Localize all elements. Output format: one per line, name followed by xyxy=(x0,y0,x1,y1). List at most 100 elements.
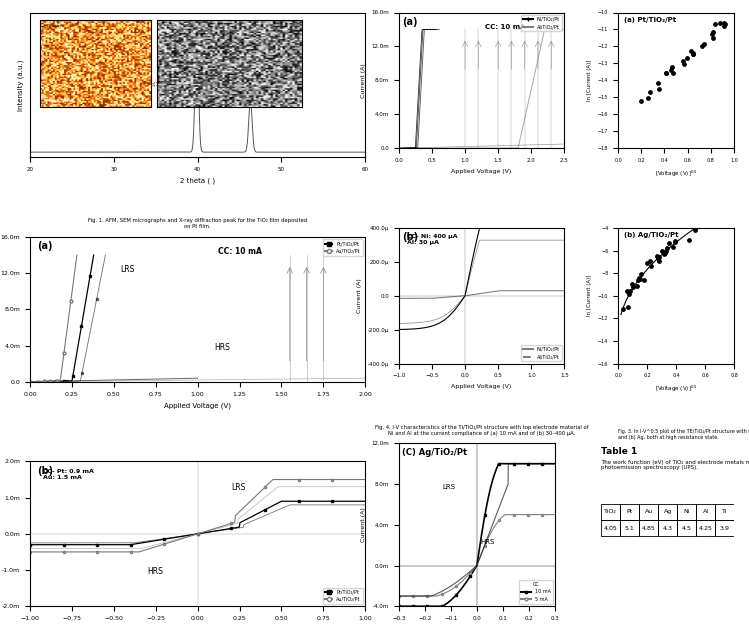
Text: Fig. 3. ln I-V^0.5 plot of the TE/TiO₂/Pt structure with top electrode material : Fig. 3. ln I-V^0.5 plot of the TE/TiO₂/P… xyxy=(618,429,749,439)
Text: (a) Pt/TiO₂/Pt: (a) Pt/TiO₂/Pt xyxy=(624,17,676,22)
Text: LRS: LRS xyxy=(231,483,246,492)
Text: 3.9: 3.9 xyxy=(720,526,730,531)
Legend: Ni/TiO₂/Pt, Al/TiO₂/Pt: Ni/TiO₂/Pt, Al/TiO₂/Pt xyxy=(521,15,562,31)
Legend: Ni/TiO₂/Pt, Al/TiO₂/Pt: Ni/TiO₂/Pt, Al/TiO₂/Pt xyxy=(521,345,562,361)
Text: CC: 10 mA: CC: 10 mA xyxy=(485,24,526,30)
Point xyxy=(638,276,650,286)
Text: HRS: HRS xyxy=(480,539,494,546)
Text: 4.85: 4.85 xyxy=(642,526,655,531)
Y-axis label: ln [Current (A)]: ln [Current (A)] xyxy=(587,275,592,316)
Point xyxy=(652,251,664,261)
Y-axis label: Intensity (a.u.): Intensity (a.u.) xyxy=(18,59,25,111)
Point xyxy=(677,56,689,66)
Text: Pt(111): Pt(111) xyxy=(148,38,195,88)
Point xyxy=(634,274,646,284)
Point xyxy=(669,236,681,246)
Point xyxy=(661,243,673,253)
Legend: 10 mA, 5 mA: 10 mA, 5 mA xyxy=(519,580,553,604)
X-axis label: [Voltage (V)]$^{0.5}$: [Voltage (V)]$^{0.5}$ xyxy=(655,384,697,394)
Point xyxy=(719,19,731,29)
Point xyxy=(678,59,690,69)
Point xyxy=(626,279,638,289)
Text: Ag: Ag xyxy=(664,509,672,514)
Text: 4.05: 4.05 xyxy=(604,526,618,531)
Point xyxy=(653,252,665,262)
Point xyxy=(652,78,664,88)
Point xyxy=(683,234,695,244)
Point xyxy=(624,286,636,296)
Point xyxy=(621,286,633,296)
Text: Ti: Ti xyxy=(722,509,727,514)
Point xyxy=(689,224,701,234)
Point xyxy=(667,242,679,252)
Text: (b): (b) xyxy=(402,232,418,242)
Point xyxy=(635,96,647,106)
Point xyxy=(688,49,700,59)
Point xyxy=(660,246,672,256)
Text: HRS: HRS xyxy=(214,343,230,352)
Point xyxy=(642,93,654,103)
Point xyxy=(697,41,709,51)
Text: 4.5: 4.5 xyxy=(682,526,691,531)
Point xyxy=(641,258,653,268)
Text: (C) Ag/TiO₂/Pt: (C) Ag/TiO₂/Pt xyxy=(402,448,467,458)
X-axis label: Applied Voltage (V): Applied Voltage (V) xyxy=(452,384,512,389)
Point xyxy=(707,26,719,36)
Text: Al: Al xyxy=(703,509,709,514)
Point xyxy=(643,256,655,266)
Point xyxy=(718,18,730,28)
Point xyxy=(709,19,721,29)
Text: CC- Pt: 0.9 mA
Au: 1.5 mA: CC- Pt: 0.9 mA Au: 1.5 mA xyxy=(43,469,94,480)
Point xyxy=(660,68,672,78)
Point xyxy=(724,5,736,15)
Text: LRS: LRS xyxy=(443,484,455,490)
Text: LRS: LRS xyxy=(121,265,135,274)
Text: Pt: Pt xyxy=(627,509,633,514)
X-axis label: [Voltage (V)]$^{0.5}$: [Voltage (V)]$^{0.5}$ xyxy=(655,169,697,179)
Point xyxy=(644,88,656,98)
Point xyxy=(685,46,697,56)
Point xyxy=(622,302,634,312)
X-axis label: 2 theta ( ): 2 theta ( ) xyxy=(180,177,215,184)
Point xyxy=(631,281,643,291)
Point xyxy=(667,62,679,72)
Text: CC: 10 mA: CC: 10 mA xyxy=(218,248,261,256)
Point xyxy=(646,261,658,271)
Text: (b): (b) xyxy=(37,466,52,476)
Text: Ni: Ni xyxy=(683,509,690,514)
Point xyxy=(665,65,677,75)
Text: (a): (a) xyxy=(402,17,418,27)
Legend: Pt/TiO₂/Pt, Au/TiO₂/Pt: Pt/TiO₂/Pt, Au/TiO₂/Pt xyxy=(324,588,363,604)
Point xyxy=(627,282,639,292)
Text: Table 1: Table 1 xyxy=(601,447,637,456)
Point xyxy=(632,275,644,285)
Text: Fig. 4. I-V characteristics of the Ti/TiO₂/Pt structure with top electrode mater: Fig. 4. I-V characteristics of the Ti/Ti… xyxy=(374,425,589,436)
Point xyxy=(706,32,718,43)
Text: Fig. 1. AFM, SEM micrographs and X-ray diffraction peak for the TiO₂ film deposi: Fig. 1. AFM, SEM micrographs and X-ray d… xyxy=(88,218,307,229)
Point xyxy=(718,21,730,31)
Point xyxy=(714,18,726,28)
Point xyxy=(667,68,679,78)
Point xyxy=(698,39,710,49)
Point xyxy=(687,49,699,59)
Point xyxy=(681,53,693,63)
Point xyxy=(634,269,646,279)
Text: The work function (eV) of TiO₂ and electrode metals measured with ultraviolet
ph: The work function (eV) of TiO₂ and elect… xyxy=(601,459,749,471)
Point xyxy=(652,253,664,263)
Y-axis label: Current (A): Current (A) xyxy=(361,63,366,98)
Point xyxy=(653,84,665,94)
Point xyxy=(669,238,681,248)
Y-axis label: Current (A): Current (A) xyxy=(357,278,363,313)
Point xyxy=(661,68,673,78)
Text: Au: Au xyxy=(645,509,653,514)
Text: 5.1: 5.1 xyxy=(625,526,634,531)
Y-axis label: ln [Current (A)]: ln [Current (A)] xyxy=(587,60,592,101)
Text: CC- Ni: 400 μA
Al: 30 μA: CC- Ni: 400 μA Al: 30 μA xyxy=(407,234,458,245)
Y-axis label: Current (A): Current (A) xyxy=(361,508,366,542)
Text: HRS: HRS xyxy=(148,568,163,576)
Point xyxy=(663,238,675,248)
Point xyxy=(658,249,670,259)
Text: (a): (a) xyxy=(37,241,52,251)
Point xyxy=(687,48,699,58)
Text: 4.25: 4.25 xyxy=(699,526,712,531)
